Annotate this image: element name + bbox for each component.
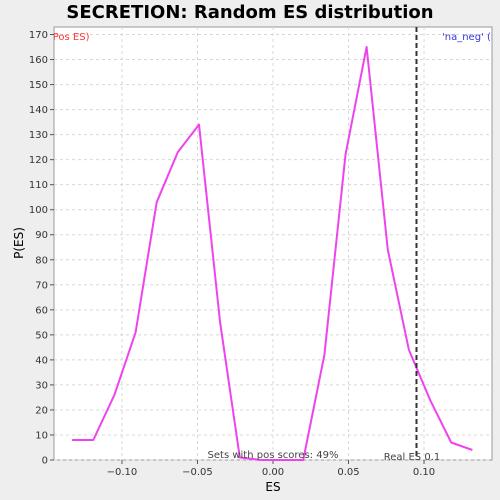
chart-title: SECRETION: Random ES distribution	[66, 2, 433, 23]
grid	[54, 27, 492, 461]
y-tick-label: 170	[29, 30, 48, 41]
y-tick-label: 160	[29, 55, 48, 66]
y-tick-label: 0	[42, 456, 48, 467]
series-line	[72, 46, 473, 461]
y-axis-label: P(ES)	[12, 227, 26, 259]
annotations: 'na_pos' (Pos ES) 'na_neg' (Neg ES) Sets w…	[5, 27, 500, 463]
y-tick-label: 50	[35, 330, 48, 341]
x-tick-label: 0.05	[337, 467, 359, 478]
y-tick-label: 140	[29, 105, 48, 116]
y-tick-label: 150	[29, 80, 48, 91]
y-tick-label: 30	[35, 380, 48, 391]
x-tick-label: 0.00	[262, 467, 284, 478]
y-tick-label: 110	[29, 180, 48, 191]
x-tick-label: −0.05	[182, 467, 213, 478]
x-tick-label: −0.10	[107, 467, 138, 478]
pos-scores-text: Sets with pos scores: 49%	[208, 450, 339, 461]
y-tick-label: 130	[29, 130, 48, 141]
y-tick-label: 20	[35, 405, 48, 416]
y-tick-label: 60	[35, 305, 48, 316]
x-axis-label: ES	[265, 480, 280, 494]
y-tick-label: 40	[35, 355, 48, 366]
real-es-label: Real ES 0.1	[384, 452, 440, 463]
y-tick-label: 120	[29, 155, 48, 166]
plot-area: 0 10 20 30 40 50 60 70 80 90 100 110 120 130 140 150 160…	[5, 26, 500, 478]
y-tick-label: 70	[35, 280, 48, 291]
legend-pos: 'na_pos' (Pos ES)	[5, 32, 90, 43]
y-tick-label: 90	[35, 230, 48, 241]
legend-neg: 'na_neg' (Neg ES)	[442, 32, 500, 43]
y-tick-label: 80	[35, 255, 48, 266]
x-tick-label: 0.10	[413, 467, 435, 478]
y-tick-label: 100	[29, 205, 48, 216]
axis-ticks: 0 10 20 30 40 50 60 70 80 90 100 110 120 130 140 150 160…	[29, 30, 435, 478]
y-tick-label: 10	[35, 430, 48, 441]
series-layer	[72, 46, 473, 461]
